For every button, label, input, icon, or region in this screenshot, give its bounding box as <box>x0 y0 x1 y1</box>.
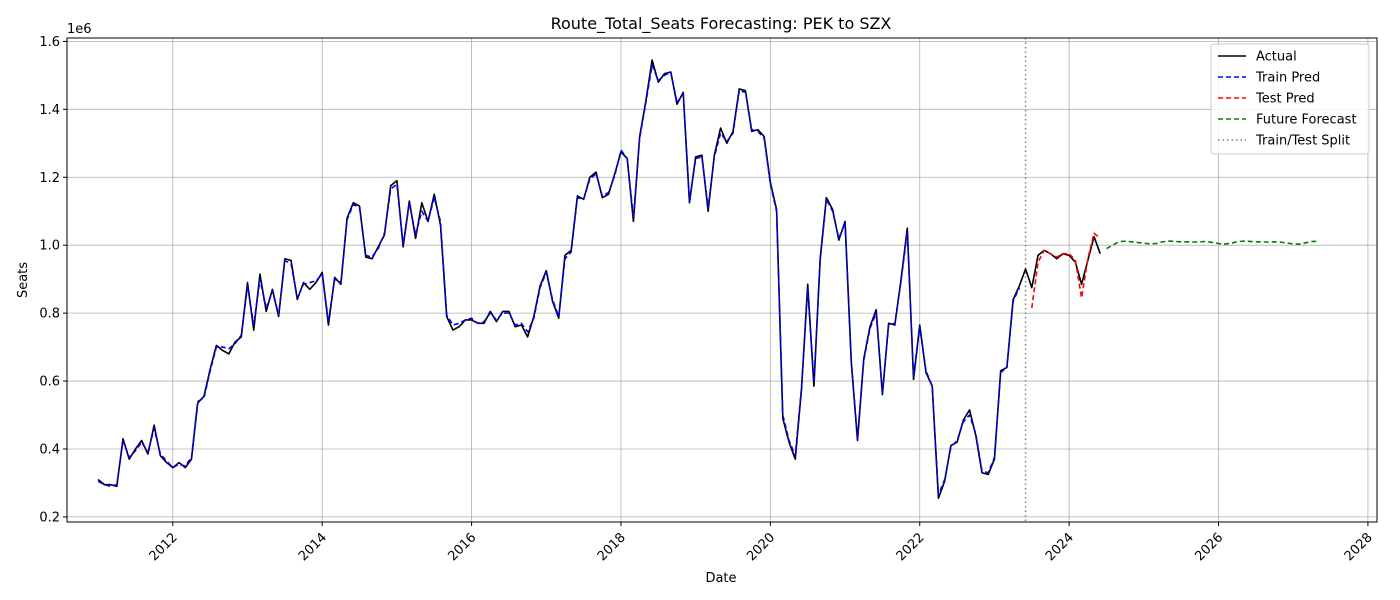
x-tick-label: 2020 <box>744 530 778 564</box>
grid-lines <box>67 38 1377 522</box>
series-line-actual <box>97 59 1102 500</box>
y-tick-label: 1.4 <box>39 103 60 118</box>
x-tick-label: 2022 <box>894 530 928 564</box>
y-tick-label: 1.0 <box>39 239 60 254</box>
legend-label: Future Forecast <box>1256 113 1357 128</box>
series-lines <box>97 59 1319 500</box>
y-tick-label: 1.2 <box>39 171 60 186</box>
x-tick-label: 2028 <box>1342 530 1376 564</box>
legend-box <box>1210 43 1370 155</box>
legend-label: Test Pred <box>1255 92 1315 107</box>
x-tick-label: 2018 <box>595 530 629 564</box>
y-axis-label: Seats <box>16 262 31 298</box>
legend-label: Train Pred <box>1255 71 1320 86</box>
legend-label: Actual <box>1256 50 1297 65</box>
x-axis-ticks: 2012 2014 2016 2018 2020 2022 2024 2026 2028 <box>147 522 1376 564</box>
y-tick-label: 1.6 <box>39 35 60 50</box>
plot-frame <box>66 37 1378 523</box>
x-tick-label: 2016 <box>445 530 479 564</box>
y-tick-label: 0.8 <box>39 307 60 322</box>
x-tick-label: 2026 <box>1192 530 1226 564</box>
legend: Actual Train Pred Test Pred Future Forecast… <box>1210 43 1370 155</box>
series-line-future-forecast <box>1106 240 1319 250</box>
x-tick-label: 2012 <box>147 530 181 564</box>
x-tick-label: 2024 <box>1043 530 1077 564</box>
y-axis-ticks: 0.2 0.4 0.6 0.8 1.0 1.2 1.4 1.6 <box>39 35 67 525</box>
y-offset-label: 1e6 <box>67 22 92 37</box>
y-tick-label: 0.4 <box>39 442 60 457</box>
chart-title: Route_Total_Seats Forecasting: PEK to SZ… <box>551 14 892 34</box>
y-tick-label: 0.2 <box>39 510 60 525</box>
y-tick-label: 0.6 <box>39 375 60 390</box>
x-tick-label: 2014 <box>296 530 330 564</box>
x-axis-label: Date <box>705 571 736 586</box>
series-line-test-pred <box>1030 232 1101 309</box>
series-line-train-pred <box>97 64 1021 496</box>
legend-label: Train/Test Split <box>1255 134 1350 149</box>
